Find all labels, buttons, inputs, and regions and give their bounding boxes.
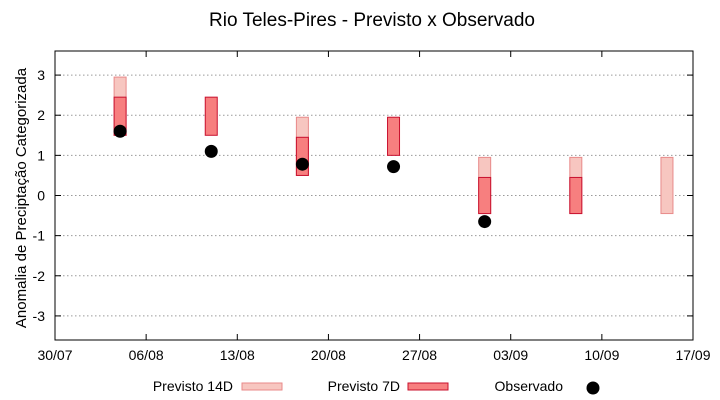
- legend: Previsto 14D Previsto 7D Observado: [153, 378, 600, 395]
- legend-swatch-previsto-7d: [407, 382, 449, 391]
- chart-title: Rio Teles-Pires - Previsto x Observado: [209, 10, 535, 31]
- y-tick-label: 3: [37, 67, 45, 83]
- previsto-7d-bar: [204, 96, 218, 136]
- y-tick-label: -1: [33, 228, 46, 244]
- grid: [55, 74, 693, 317]
- x-tick-label: 27/08: [402, 347, 437, 363]
- previsto-14d-bar: [660, 156, 674, 215]
- observado-point: [478, 215, 492, 229]
- y-tick-label: 1: [37, 147, 45, 163]
- previsto-7d-bar: [569, 176, 583, 215]
- x-tick-label: 10/09: [584, 347, 619, 363]
- axis-ticks: -3 -2 -1 0 1 2 3 30/07 06/08 13/08 20/08 27/08 03/09…: [33, 51, 711, 363]
- y-tick-label: -3: [33, 308, 46, 324]
- legend-marker-observado: [586, 381, 600, 395]
- observado-points: [113, 124, 492, 229]
- y-tick-label: 0: [37, 188, 45, 204]
- x-tick-label: 20/08: [311, 347, 346, 363]
- y-tick-label: 2: [37, 107, 45, 123]
- observado-point: [387, 160, 401, 174]
- plot-frame: [54, 50, 694, 341]
- x-tick-label: 03/09: [493, 347, 528, 363]
- y-tick-label: -2: [33, 268, 46, 284]
- observado-point: [204, 144, 218, 158]
- legend-label-observado: Observado: [495, 378, 564, 394]
- previsto-7d-bar: [478, 176, 492, 215]
- previsto-7d-bar: [387, 116, 401, 156]
- legend-label-previsto-7d: Previsto 7D: [328, 378, 400, 394]
- x-tick-label: 06/08: [129, 347, 164, 363]
- legend-swatch-previsto-14d: [241, 382, 283, 391]
- x-tick-label: 17/09: [675, 347, 710, 363]
- x-tick-label: 13/08: [220, 347, 255, 363]
- observado-point: [113, 124, 127, 138]
- observado-point: [295, 157, 309, 171]
- y-axis-label: Anomalia de Preciptação Categorizada: [13, 67, 30, 328]
- x-tick-label: 30/07: [37, 347, 72, 363]
- legend-label-previsto-14d: Previsto 14D: [153, 378, 233, 394]
